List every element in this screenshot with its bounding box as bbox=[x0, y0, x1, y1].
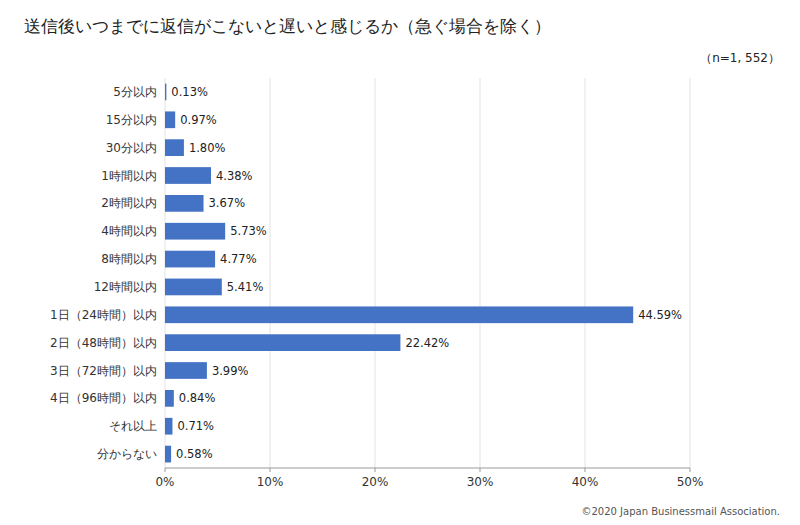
bar bbox=[165, 362, 207, 379]
bar bbox=[165, 223, 225, 240]
bar bbox=[165, 167, 211, 184]
category-label: 2日（48時間）以内 bbox=[50, 336, 157, 350]
bar bbox=[165, 279, 222, 296]
data-label: 0.97% bbox=[180, 113, 217, 127]
data-label: 1.80% bbox=[189, 141, 226, 155]
data-label: 22.42% bbox=[405, 336, 449, 350]
bar bbox=[165, 390, 174, 407]
tick-mark bbox=[480, 468, 481, 472]
category-label: それ以上 bbox=[109, 419, 157, 433]
sample-note: （n=1, 552） bbox=[700, 51, 780, 65]
bars bbox=[165, 84, 633, 463]
grid-line bbox=[165, 78, 166, 468]
bar bbox=[165, 306, 633, 323]
chart-container: 送信後いつまでに返信がこないと遅いと感じるか（急ぐ場合を除く） （n=1, 552… bbox=[0, 0, 800, 525]
grid-line bbox=[585, 78, 586, 468]
data-label: 44.59% bbox=[638, 308, 682, 322]
data-label: 0.13% bbox=[171, 85, 208, 99]
tick-mark bbox=[585, 468, 586, 472]
bar bbox=[165, 195, 204, 212]
tick-label: 0% bbox=[155, 475, 174, 489]
data-label: 0.71% bbox=[177, 419, 214, 433]
copyright: ©2020 Japan Businessmail Association. bbox=[581, 506, 780, 517]
tick-label: 30% bbox=[467, 475, 494, 489]
tick-label: 50% bbox=[677, 475, 704, 489]
bar bbox=[165, 139, 184, 156]
data-label: 3.99% bbox=[212, 364, 249, 378]
tick-label: 20% bbox=[362, 475, 389, 489]
bar bbox=[165, 334, 400, 351]
axis-line bbox=[165, 468, 690, 469]
bar bbox=[165, 446, 171, 463]
category-label: 3日（72時間）以内 bbox=[50, 364, 157, 378]
data-label: 0.58% bbox=[176, 447, 213, 461]
grid-line bbox=[375, 78, 376, 468]
data-label: 3.67% bbox=[209, 196, 246, 210]
bar bbox=[165, 84, 166, 101]
data-label: 4.38% bbox=[216, 169, 253, 183]
tick-mark bbox=[690, 468, 691, 472]
category-label: 4日（96時間）以内 bbox=[50, 391, 157, 405]
category-label: 2時間以内 bbox=[101, 196, 157, 210]
grid-line bbox=[690, 78, 691, 468]
data-label: 5.41% bbox=[227, 280, 264, 294]
category-label: 5分以内 bbox=[113, 85, 157, 99]
data-label: 4.77% bbox=[220, 252, 257, 266]
tick-mark bbox=[270, 468, 271, 472]
category-label: 15分以内 bbox=[106, 113, 157, 127]
category-label: 分からない bbox=[97, 447, 157, 461]
chart-svg: 送信後いつまでに返信がこないと遅いと感じるか（急ぐ場合を除く） （n=1, 552… bbox=[0, 0, 800, 525]
category-label: 8時間以内 bbox=[101, 252, 157, 266]
category-label: 30分以内 bbox=[106, 141, 157, 155]
tick-label: 40% bbox=[572, 475, 599, 489]
category-label: 1日（24時間）以内 bbox=[50, 308, 157, 322]
bar bbox=[165, 111, 175, 128]
grid-line bbox=[480, 78, 481, 468]
grid-line bbox=[270, 78, 271, 468]
title: 送信後いつまでに返信がこないと遅いと感じるか（急ぐ場合を除く） bbox=[24, 16, 551, 36]
category-label: 1時間以内 bbox=[101, 169, 157, 183]
x-axis: 0% 10% 20% 30% 40% 50% bbox=[155, 468, 703, 489]
labels: 0.13% 0.97% 1.80% 4.38% 3.67% 5.73% 4.77% 5.41%… bbox=[50, 85, 682, 461]
category-label: 4時間以内 bbox=[101, 224, 157, 238]
tick-mark bbox=[165, 468, 166, 472]
data-label: 5.73% bbox=[230, 224, 267, 238]
data-label: 0.84% bbox=[179, 391, 216, 405]
bar bbox=[165, 251, 215, 268]
tick-label: 10% bbox=[257, 475, 284, 489]
category-label: 12時間以内 bbox=[94, 280, 157, 294]
grid bbox=[165, 78, 690, 468]
tick-mark bbox=[375, 468, 376, 472]
bar bbox=[165, 418, 172, 435]
